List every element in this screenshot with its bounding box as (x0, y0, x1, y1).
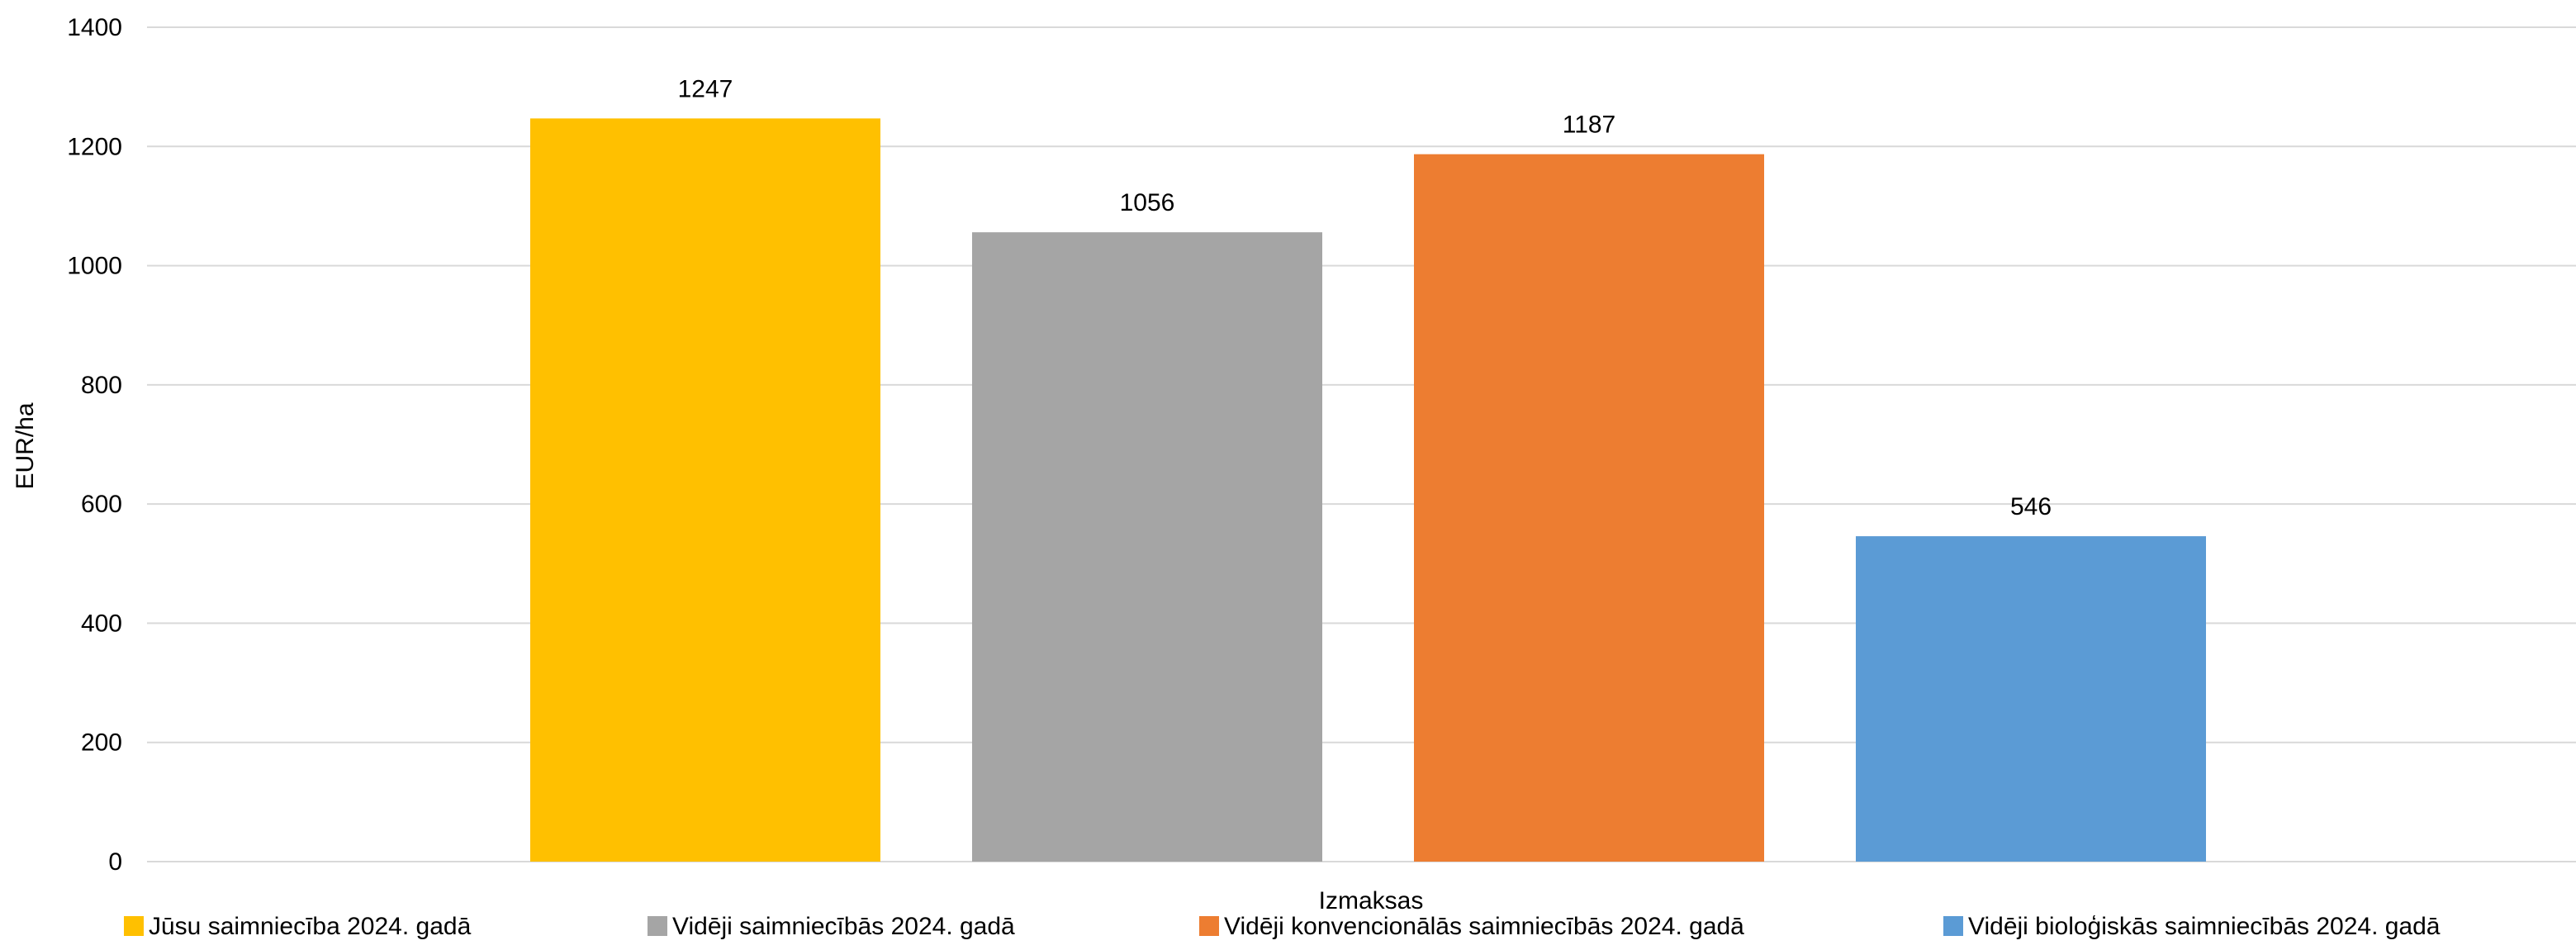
legend-swatch (124, 916, 144, 936)
bars (530, 118, 2206, 862)
bar-value-label: 1187 (1563, 112, 1616, 139)
legend-item-1: Jūsu saimniecība 2024. gadā (124, 913, 472, 940)
y-tick-label: 600 (81, 491, 122, 518)
y-tick-label: 800 (81, 372, 122, 399)
y-axis-title: EUR/ha (12, 402, 39, 489)
legend: Jūsu saimniecība 2024. gadā Vidēji saimni… (124, 913, 2441, 940)
y-axis-ticks: 0 200 400 600 800 1000 1200 1400 (67, 14, 122, 876)
legend-label: Vidēji konvencionālās saimniecībās 2024.… (1224, 913, 1744, 940)
legend-item-4: Vidēji bioloģiskās saimniecībās 2024. ga… (1943, 913, 2441, 940)
bar-1 (530, 118, 880, 862)
y-tick-label: 0 (108, 848, 122, 876)
bar-2 (972, 232, 1322, 862)
data-labels: 1247 1056 1187 546 (678, 75, 2052, 520)
legend-item-2: Vidēji saimniecībās 2024. gadā (648, 913, 1015, 940)
y-tick-label: 1000 (67, 253, 122, 280)
legend-label: Jūsu saimniecība 2024. gadā (149, 913, 472, 940)
legend-swatch (1199, 916, 1219, 936)
bar-3 (1414, 154, 1764, 862)
y-tick-label: 1400 (67, 14, 122, 41)
y-tick-label: 400 (81, 610, 122, 637)
bar-value-label: 546 (2010, 493, 2052, 520)
legend-item-3: Vidēji konvencionālās saimniecībās 2024.… (1199, 913, 1744, 940)
legend-swatch (648, 916, 667, 936)
bar-4 (1856, 536, 2206, 862)
y-tick-label: 1200 (67, 133, 122, 160)
y-tick-label: 200 (81, 729, 122, 757)
gridlines (147, 26, 2576, 862)
legend-label: Vidēji saimniecībās 2024. gadā (672, 913, 1015, 940)
bar-value-label: 1056 (1120, 189, 1175, 216)
x-axis-title: Izmaksas (1319, 887, 1424, 914)
legend-label: Vidēji bioloģiskās saimniecībās 2024. ga… (1968, 913, 2441, 940)
bar-value-label: 1247 (678, 75, 733, 102)
legend-swatch (1943, 916, 1963, 936)
